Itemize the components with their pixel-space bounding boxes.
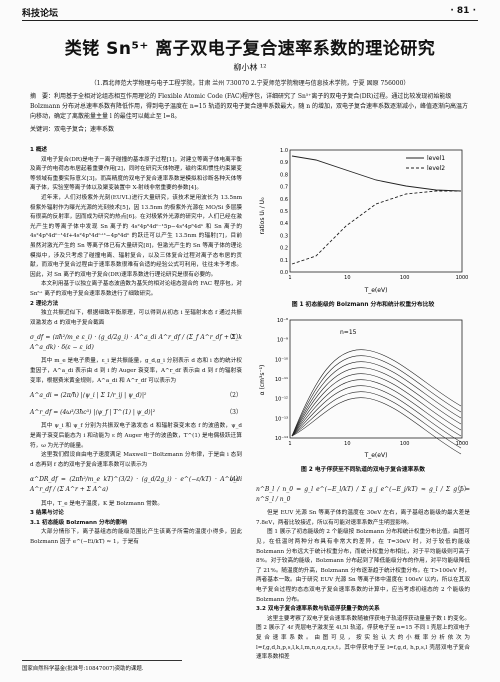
header-rule bbox=[22, 20, 478, 21]
paragraph: 这里主要考察了双电子复合速率系数随被俘获电子轨道俘获动量量子数 l 的变化。图 … bbox=[256, 615, 470, 661]
y-tick-label: 0.9 bbox=[280, 160, 288, 166]
y-tick-label: 0.2 bbox=[280, 246, 288, 252]
paragraph: 其中 ψ_i 和 ψ_f 分别为共振双电子激发态 d 和辐射衰变末态 f 的波函… bbox=[30, 423, 242, 449]
equation-5: n^B_l / n_0 = g_l e^(−E_l/kT) / Σ g_j e^… bbox=[256, 486, 470, 503]
figure-1-caption: 图 1 初态能级的 Bolzmann 分布和统计权重分布比较 bbox=[291, 301, 435, 308]
legend-level1: level1 bbox=[427, 155, 445, 162]
y-tick-label: 0.4 bbox=[280, 221, 288, 227]
paragraph: 这里我们假设自由电子速度满足 Maxwell－Boltzmann 分布律，于是由… bbox=[30, 452, 242, 468]
x-axis-ticks: 1 10 100 1000 bbox=[288, 275, 468, 281]
rate-curve bbox=[291, 385, 462, 443]
annotation-n15: n=15 bbox=[340, 329, 357, 336]
y-tick-label: 0.6 bbox=[280, 197, 288, 203]
rate-curve bbox=[291, 355, 462, 437]
legend: level1 level2 bbox=[406, 155, 445, 172]
section-heading: 1 概述 bbox=[30, 147, 48, 153]
abstract: 摘 要：利用基于全相对论组态相互作用理论的 Flexible Atomic Co… bbox=[30, 93, 469, 120]
rate-curve bbox=[291, 379, 462, 437]
equation-1: σ_df = (πħ²/m_e ε_i) · (g_d/2g_i) · A^a_… bbox=[30, 334, 242, 351]
rate-curve bbox=[291, 373, 462, 437]
y-tick-label: 10⁻⁹ bbox=[277, 338, 288, 344]
paragraph: 其中 m_e 是电子质量，ε_i 是共振能量，g_d,g_i 分别表示 d 态和… bbox=[30, 358, 242, 384]
y-axis-ticks: 1.0 0.9 0.8 0.7 0.6 0.5 0.4 0.3 0.2 0.1 0.0 bbox=[280, 148, 288, 276]
running-header: 科技论坛 · 81 · bbox=[0, 0, 500, 22]
x-tick-label: 10 bbox=[344, 441, 350, 447]
plot-frame bbox=[289, 319, 463, 439]
figure-2-plot: 10⁻⁸ 10⁻⁹ 10⁻¹⁰ 10⁻¹¹ 10⁻¹² 10⁻¹³ 10⁻¹⁴ 1 10 100… bbox=[259, 318, 468, 459]
subsection-heading: 3.1 初态能级 Bolzmann 分布的影响 bbox=[30, 519, 127, 526]
right-column: n^B_l / n_0 = g_l e^(−E_l/kT) / Σ g_j e^… bbox=[256, 480, 470, 663]
x-tick-label: 1000 bbox=[456, 441, 469, 447]
y-tick-label: 0.7 bbox=[280, 185, 288, 191]
y-tick-label: 10⁻⁸ bbox=[277, 318, 288, 324]
figure-1-plot: 1.0 0.9 0.8 0.7 0.6 0.5 0.4 0.3 0.2 0.1 0.0 1 10 100… bbox=[259, 148, 468, 294]
y-tick-label: 10⁻¹³ bbox=[275, 416, 288, 422]
keywords: 关键词：双电子复合；速率系数 bbox=[30, 126, 115, 133]
y-tick-label: 0.1 bbox=[280, 258, 288, 264]
x-axis-label: T_e(eV) bbox=[364, 287, 388, 294]
y-tick-label: 0.8 bbox=[280, 172, 288, 178]
rate-curve bbox=[291, 367, 462, 437]
y-tick-label: 0.0 bbox=[280, 270, 288, 276]
paragraph: 大部分情形下，离子基组态的能级范围比产生该离子所需的温度小得多，因此 Bolzm… bbox=[30, 529, 242, 545]
curves bbox=[291, 349, 462, 455]
figure-2-caption: 图 2 电子俘获至不同轨道的双电子复合速率系数 bbox=[300, 466, 425, 473]
y-tick-label: 0.5 bbox=[280, 209, 288, 215]
legend-level2: level2 bbox=[427, 165, 445, 172]
x-axis-label: T_e(eV) bbox=[364, 452, 388, 459]
x-tick-label: 1 bbox=[288, 441, 291, 447]
equation-4: α^DR_df = (2πħ²/m_e kT)^(3/2) · (g_d/2g_… bbox=[30, 476, 242, 493]
y-tick-label: 10⁻¹⁴ bbox=[275, 436, 288, 442]
x-tick-label: 1 bbox=[288, 275, 291, 281]
paragraph: 本文利用基于以独立离子基态波函数为基矢的相对论组态混合的 FAC 程序包，对 S… bbox=[30, 281, 242, 297]
y-axis-label: ratios Uᵢ / U₀ bbox=[259, 197, 266, 235]
figure-2: 10⁻⁸ 10⁻⁹ 10⁻¹⁰ 10⁻¹¹ 10⁻¹² 10⁻¹³ 10⁻¹⁴ 1 10 100… bbox=[256, 316, 470, 476]
x-tick-label: 100 bbox=[400, 275, 410, 281]
paragraph: 双电子复合(DR)是电子－离子碰撞的基本原子过程[1]，对建立等离子体电离平衡及… bbox=[30, 156, 242, 192]
y-tick-label: 1.0 bbox=[280, 148, 288, 154]
subsection-heading: 3.2 双电子复合速率系数与轨道俘获量子数的关系 bbox=[256, 606, 380, 613]
y-axis-ticks: 10⁻⁸ 10⁻⁹ 10⁻¹⁰ 10⁻¹¹ 10⁻¹² 10⁻¹³ 10⁻¹⁴ bbox=[275, 318, 288, 442]
paper-title: 类铑 Sn⁵⁺ 离子双电子复合速率系数的理论研究 bbox=[64, 39, 436, 59]
rate-curve bbox=[291, 349, 462, 437]
equation-3: A^r_df = (4ω³/3ħc³) |⟨ψ_f | T^(1) | ψ_d⟩… bbox=[30, 408, 242, 416]
rate-curve bbox=[291, 361, 462, 437]
x-axis-ticks: 1 10 100 1000 bbox=[288, 441, 468, 447]
section-heading: 3 结果与讨论 bbox=[30, 510, 64, 517]
paragraph: 其中，T_e 是电子温度，K 是 Bolzmann 常数。 bbox=[41, 500, 163, 507]
x-tick-label: 1000 bbox=[456, 275, 469, 281]
paragraph: 独立共振近似下，根据细致平衡原理，可以得到从初态 i 至辐射末态 f 通过共振双… bbox=[30, 310, 242, 326]
y-tick-label: 10⁻¹² bbox=[275, 397, 288, 403]
section-heading: 2 理论方法 bbox=[30, 300, 59, 307]
page-number: · 81 · bbox=[450, 6, 476, 16]
series-level2-line bbox=[291, 190, 461, 265]
paragraph: 但是 EUV 光源 Sn 等离子体的温度在 30eV 左右，离子基组态能级的最大… bbox=[256, 510, 470, 526]
rate-curve bbox=[291, 391, 462, 449]
left-column: 1 概述 双电子复合(DR)是电子－离子碰撞的基本原子过程[1]，对建立等离子体… bbox=[30, 146, 242, 548]
y-tick-label: 10⁻¹⁰ bbox=[275, 357, 288, 363]
y-tick-label: 10⁻¹¹ bbox=[275, 377, 288, 383]
y-axis-label: α (cm³s⁻¹) bbox=[259, 365, 266, 396]
author: 柳小林 ¹² bbox=[233, 63, 267, 72]
paragraph: 近年来，人们对极紫外光刻(EUVL)进行大量研究，该技术是用波长为 13.5nm… bbox=[30, 194, 242, 278]
journal-name: 科技论坛 bbox=[22, 9, 59, 19]
series-level1-line bbox=[291, 155, 462, 192]
figure-1: 1.0 0.9 0.8 0.7 0.6 0.5 0.4 0.3 0.2 0.1 0.0 1 10 100… bbox=[256, 146, 470, 314]
footnote: 国家自然科学基金(批准号:10847007)资助的课题. bbox=[22, 666, 144, 672]
equation-2: A^a_di = (2π/ħ) |⟨ψ_i | Σ 1/r_ij | ψ_d⟩|… bbox=[30, 392, 242, 400]
plot-frame bbox=[289, 149, 463, 273]
y-tick-label: 0.3 bbox=[280, 233, 288, 239]
footnote-rule bbox=[22, 660, 182, 661]
x-tick-label: 10 bbox=[344, 275, 350, 281]
x-tick-label: 100 bbox=[400, 441, 410, 447]
paragraph: 图 1 展示了初态能级的 2 个能级按 Bolzmann 分布和统计权重分布比值… bbox=[256, 529, 470, 603]
rate-curve bbox=[291, 397, 462, 455]
affiliation: （1.西北师范大学物理与电子工程学院，甘肃 兰州 730070 2.宁夏师范学院… bbox=[90, 80, 410, 87]
